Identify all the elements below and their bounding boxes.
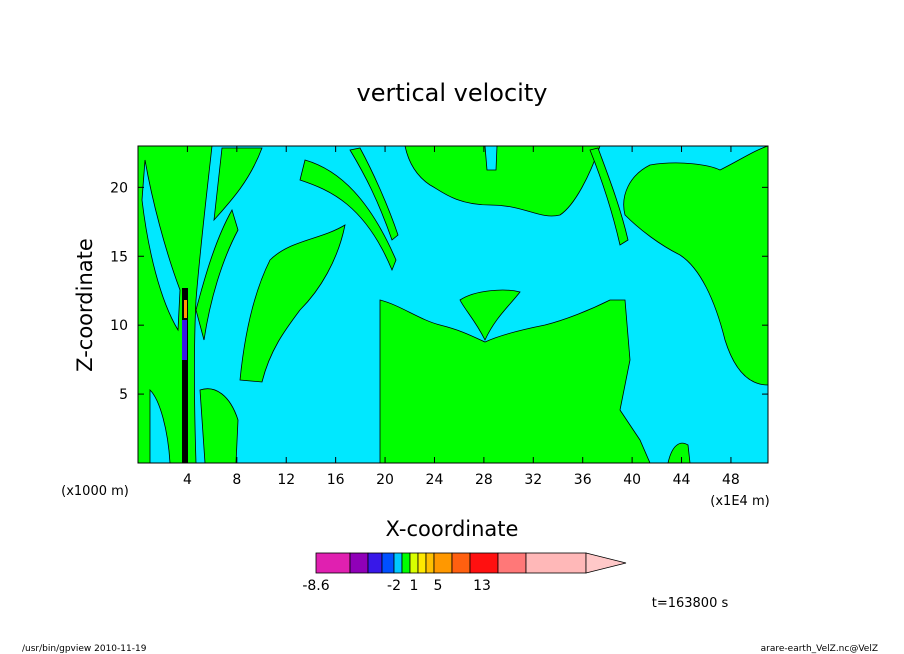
updraft-core-blue [182,320,187,360]
contour-left-strip-c [213,147,263,222]
colorbar-label: -8.6 [302,578,329,594]
x-tick-label: 16 [327,472,345,488]
colorbar-label: 5 [434,578,443,594]
updraft-core [182,288,188,463]
plot-frame [137,145,769,464]
updraft-core-orange [184,300,187,318]
y-tick-label: 10 [110,318,128,334]
y-tick-label: 15 [110,249,128,265]
contour-left-inner-1 [141,159,181,332]
contour-right-strip [589,147,629,246]
footer-left: /usr/bin/gpview 2010-11-19 [22,644,147,654]
y-axis-label: Z-coordinate [73,238,97,372]
contour-top-arch-hole [484,146,498,171]
contour-left-strip-b [199,388,239,463]
colorbar-extend-arrow [585,552,627,574]
x-axis-label: X-coordinate [386,517,519,541]
time-label: t=163800 s [652,596,729,611]
x-tick-label: 40 [623,472,641,488]
x-tick-label: 24 [426,472,444,488]
colorbar-segment [349,552,369,574]
contour-left-plume [239,224,346,383]
footer-right: arare-earth_VelZ.nc@VelZ [761,644,878,654]
x-tick-label: 28 [475,472,493,488]
x-axis-ticks: 4 8 12 16 20 24 28 32 36 40 44 48 [183,146,740,488]
colorbar-segment [469,552,499,574]
colorbar-label: -2 [387,578,401,594]
y-tick-label: 20 [110,180,128,196]
colorbar-segment [367,552,383,574]
colorbar-segment [417,552,427,574]
contour-strip-upper-2 [349,147,399,241]
colorbar-segment [381,552,395,574]
x-tick-label: 12 [277,472,295,488]
contour-central-bump [459,289,521,341]
colorbar-segment [433,552,453,574]
contour-right-bottom [667,442,691,463]
contour-central-mass [379,299,651,463]
updraft-core-dark [182,288,188,463]
colorbar-segment [451,552,471,574]
colorbar-label: 1 [410,578,419,594]
colorbar-segment [525,552,587,574]
x-tick-label: 48 [722,472,740,488]
x-tick-label: 4 [183,472,192,488]
x-tick-label: 20 [376,472,394,488]
colorbar-segment [409,552,419,574]
colorbar-segment [315,552,351,574]
colorbar-labels: -8.6 -2 1 5 13 [302,578,491,594]
colorbar-segment [497,552,527,574]
colorbar-segment [425,552,435,574]
x-tick-label: 32 [524,472,542,488]
chart-title: vertical velocity [357,79,548,107]
colorbar-segment [401,552,411,574]
x-tick-label: 36 [574,472,592,488]
y-tick-label: 5 [119,387,128,403]
colorbar-label: 13 [473,578,491,594]
x-tick-label: 8 [232,472,241,488]
contour-top-arch [404,146,601,217]
contour-left-strip-a [195,208,239,341]
contour-right-plume [623,146,768,386]
x-unit-left: (x1000 m) [61,484,129,499]
contour-strip-upper-1 [299,159,397,272]
x-unit-right: (x1E4 m) [710,494,769,509]
colorbar [315,552,627,574]
colorbar-segment [393,552,403,574]
x-tick-label: 44 [673,472,691,488]
y-axis-ticks: 5 10 15 20 [110,180,768,403]
